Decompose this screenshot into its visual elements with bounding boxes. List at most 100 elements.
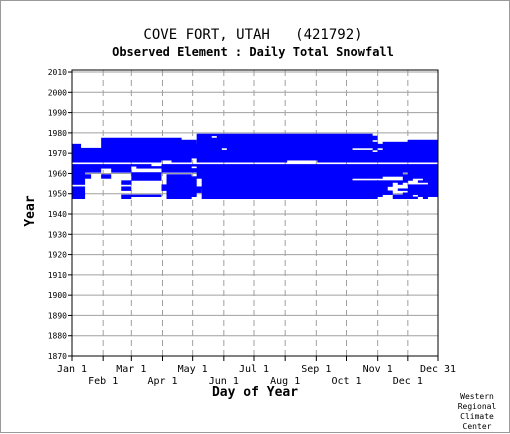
- observation-bar: [196, 133, 373, 137]
- plot-area-border: [71, 69, 439, 357]
- observation-bar: [397, 188, 438, 191]
- observation-bar: [427, 182, 438, 185]
- observation-bar: [166, 176, 383, 179]
- observation-bars: [72, 133, 439, 199]
- y-tick-label: 1890: [48, 311, 67, 320]
- observation-bar: [131, 172, 162, 175]
- observation-bar: [161, 184, 197, 187]
- observation-bar: [196, 160, 288, 163]
- observation-bar: [72, 196, 86, 199]
- observation-bar: [72, 145, 82, 149]
- grid-lines: [72, 70, 438, 357]
- observation-bar: [216, 135, 378, 139]
- observation-bar: [161, 164, 439, 167]
- observation-bar: [72, 186, 86, 189]
- observation-bar: [101, 176, 112, 179]
- observation-bar: [101, 141, 197, 145]
- observation-bar: [166, 182, 197, 185]
- y-tick-label: 1980: [48, 129, 67, 138]
- observation-bar: [402, 176, 438, 179]
- observation-bar: [382, 141, 438, 145]
- observation-bar: [72, 182, 86, 185]
- observation-bar: [72, 174, 92, 177]
- observation-bar: [201, 184, 393, 187]
- observation-bar: [166, 190, 202, 193]
- y-axis-ticks: 1870 1880 1890 1900 1910 1920 1930 1940 1950 1960…: [48, 68, 72, 361]
- observation-bar: [377, 149, 438, 153]
- observation-bar: [196, 174, 438, 177]
- observation-bar: [72, 178, 86, 181]
- observation-bar: [72, 180, 86, 183]
- y-tick-label: 1960: [48, 169, 67, 178]
- x-tick-label: Jul 1: [239, 364, 269, 375]
- observation-bar: [201, 192, 393, 195]
- observation-bar: [196, 158, 438, 161]
- observation-bar: [72, 176, 92, 179]
- observation-bar: [131, 176, 162, 179]
- observation-bar: [161, 188, 202, 191]
- observation-bar: [417, 180, 438, 183]
- y-tick-label: 1940: [48, 210, 67, 219]
- observation-bar: [201, 182, 393, 185]
- observation-bar: [121, 182, 132, 185]
- y-tick-label: 2010: [48, 68, 67, 77]
- observation-bar: [101, 145, 438, 149]
- observation-bar: [372, 147, 378, 151]
- observation-bar: [392, 194, 413, 197]
- x-tick-label: Sep 1: [301, 364, 331, 375]
- observation-bar: [196, 139, 373, 143]
- observation-bar: [131, 178, 162, 181]
- observation-bar: [161, 186, 388, 189]
- x-tick-label: Dec 31: [420, 364, 456, 375]
- observation-bar: [72, 156, 438, 159]
- observation-bar: [72, 143, 82, 147]
- observation-bar: [166, 174, 192, 177]
- observation-bar: [72, 166, 132, 169]
- observation-bar: [72, 168, 102, 171]
- observation-bar: [201, 196, 378, 199]
- credit-line-1: Western: [460, 392, 494, 401]
- observation-bar: [417, 194, 438, 197]
- observation-bar: [136, 166, 192, 169]
- x-tick-label: Mar 1: [116, 364, 146, 375]
- y-tick-label: 1910: [48, 271, 67, 280]
- observation-bar: [392, 196, 418, 199]
- x-tick-label: Nov 1: [363, 364, 393, 375]
- x-tick-label: Feb 1: [88, 376, 118, 387]
- x-tick-label: Dec 1: [393, 376, 423, 387]
- observation-bar: [161, 170, 439, 173]
- y-tick-label: 1990: [48, 109, 67, 118]
- observation-bar: [111, 170, 132, 173]
- chart-subtitle: Observed Element : Daily Total Snowfall: [112, 45, 394, 59]
- observation-bar: [131, 174, 162, 177]
- observation-bar: [101, 143, 438, 147]
- observation-bar: [171, 160, 192, 163]
- observation-bar: [402, 192, 438, 195]
- observation-bar: [422, 178, 438, 181]
- y-tick-label: 1970: [48, 149, 67, 158]
- observation-bar: [407, 139, 438, 143]
- observation-bar: [196, 166, 438, 169]
- observation-bar: [317, 160, 438, 163]
- observation-bar: [72, 192, 86, 195]
- y-tick-label: 2000: [48, 88, 67, 97]
- observation-bar: [166, 178, 197, 181]
- observation-bar: [201, 178, 353, 181]
- chart-title: COVE FORT, UTAH (421792): [143, 27, 362, 43]
- observation-bar: [166, 196, 192, 199]
- observation-bar: [397, 182, 403, 185]
- observation-bar: [166, 192, 197, 195]
- x-tick-label: Jun 1: [209, 376, 239, 387]
- observation-bar: [111, 168, 132, 171]
- observation-bar: [201, 194, 383, 197]
- x-tick-label: May 1: [178, 364, 208, 375]
- observation-bar: [201, 190, 393, 193]
- observation-bar: [196, 141, 378, 145]
- x-axis-label: Day of Year: [212, 385, 298, 400]
- observation-bar: [201, 188, 388, 191]
- y-tick-label: 1870: [48, 352, 67, 361]
- credit-line-2: Regional: [458, 402, 497, 411]
- observation-bar: [72, 153, 438, 157]
- y-tick-label: 1920: [48, 251, 67, 260]
